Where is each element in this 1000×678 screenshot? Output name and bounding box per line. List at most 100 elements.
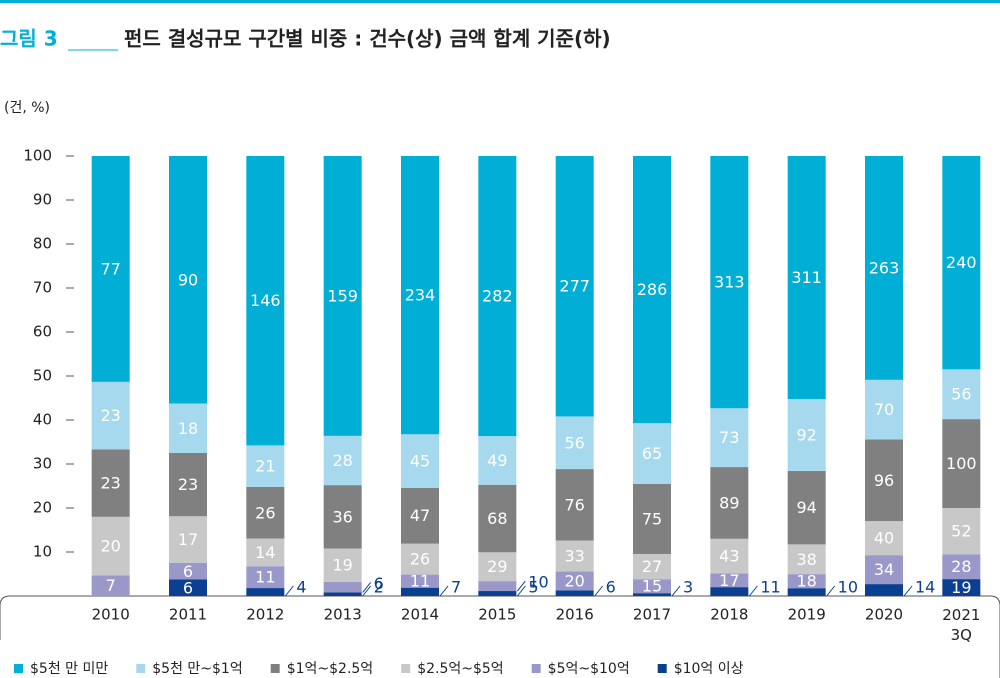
x-tick-label: 2018 [710, 606, 748, 624]
x-tick-label: 2014 [401, 606, 439, 624]
data-label: 21 [255, 457, 275, 476]
data-label: 70 [874, 400, 894, 419]
bar-segment [787, 399, 826, 471]
data-label: 47 [410, 506, 430, 525]
x-tick-label: 2015 [478, 606, 516, 624]
data-label: 33 [564, 547, 584, 566]
bar-segment [865, 555, 903, 585]
data-label: 11 [255, 568, 275, 587]
data-label: 23 [178, 475, 198, 494]
y-tick-label: 40 [33, 411, 52, 429]
data-label: 18 [178, 419, 198, 438]
bar-segment [401, 487, 439, 544]
bar-segment [555, 469, 594, 541]
bar-segment [169, 563, 207, 580]
bar-segment [633, 593, 671, 596]
x-tick-label: 2017 [633, 606, 671, 624]
data-label: 28 [332, 451, 352, 470]
bar-segment [710, 467, 749, 539]
data-label: 311 [791, 268, 822, 287]
legend-label: $5억~$10억 [548, 661, 630, 677]
data-label: 29 [487, 557, 507, 576]
label-leader [748, 585, 758, 597]
data-label: 4 [296, 578, 306, 597]
data-label: 7 [451, 578, 461, 597]
legend-label: $5천 만~$1억 [152, 661, 242, 677]
data-label: 45 [410, 452, 430, 471]
legend-swatch [657, 664, 667, 673]
data-label: 3 [683, 578, 693, 597]
y-tick-label: 70 [33, 279, 52, 297]
bar-segment [401, 543, 439, 575]
bar-segment [942, 579, 981, 596]
legend-label: $1억~$2.5억 [287, 661, 373, 677]
data-label: 20 [100, 537, 120, 556]
data-label: 2 [374, 578, 384, 597]
data-label: 36 [332, 507, 352, 526]
bar-segment [633, 579, 671, 594]
data-label: 75 [642, 509, 662, 528]
bar-segment [865, 156, 903, 380]
bar-segment [942, 419, 981, 508]
bar-segment [710, 573, 749, 588]
bar-segment [633, 423, 671, 484]
data-label: 313 [714, 273, 745, 292]
y-tick-label: 30 [33, 455, 52, 473]
top-rule [0, 0, 1000, 3]
data-label: 38 [796, 550, 816, 569]
data-label: 73 [719, 428, 739, 447]
data-label: 14 [915, 578, 935, 597]
data-label: 96 [874, 471, 894, 490]
bar-segment [401, 574, 439, 588]
bar-segment [633, 553, 671, 580]
y-tick-label: 10 [33, 543, 52, 561]
data-label: 34 [874, 560, 894, 579]
label-leader [439, 585, 449, 597]
bar-segment [942, 508, 981, 555]
y-tick-label: 80 [33, 235, 52, 253]
bar-segment [555, 416, 594, 470]
data-label: 28 [951, 557, 971, 576]
bar-segment [710, 156, 749, 409]
x-tick-label: 2010 [92, 606, 130, 624]
label-leader [826, 585, 836, 597]
bar-segment [710, 538, 749, 574]
y-tick-label: 50 [33, 367, 52, 385]
bar-segment [942, 554, 981, 580]
bar-segment [478, 436, 517, 485]
label-leader [516, 580, 526, 592]
x-tick-label: 2016 [556, 606, 594, 624]
data-label: 18 [796, 572, 816, 591]
x-tick-label: 2020 [865, 606, 903, 624]
legend-label: $2.5억~$5억 [417, 661, 503, 677]
data-label: 11 [410, 572, 430, 591]
data-label: 40 [874, 529, 894, 548]
bar-segment [478, 591, 517, 596]
x-tick-line: 3Q [951, 626, 972, 644]
bar-segment [478, 156, 517, 437]
data-label: 77 [100, 259, 120, 278]
bar-segment [323, 548, 362, 582]
bar-segment [169, 516, 207, 563]
bar-segment [942, 369, 981, 420]
data-label: 56 [951, 385, 971, 404]
data-label: 6 [183, 578, 193, 597]
bar-segment [91, 516, 130, 576]
y-tick-label: 100 [23, 147, 52, 165]
bar-segment [169, 156, 207, 404]
bar-segment [787, 588, 826, 596]
bar-segment [91, 381, 130, 450]
bar-segment [942, 156, 981, 370]
data-label: 49 [487, 451, 507, 470]
bar-segment [323, 581, 362, 593]
bar-segment [401, 156, 439, 435]
data-label: 10 [838, 578, 858, 597]
label-leader [362, 582, 372, 593]
x-tick-label: 2011 [169, 606, 207, 624]
data-label: 146 [250, 291, 281, 310]
label-leader [903, 585, 913, 597]
bar-segment [323, 156, 362, 436]
data-label: 76 [564, 495, 584, 514]
bar-segment [323, 435, 362, 486]
legend-label: $5천 만 미만 [30, 661, 108, 677]
